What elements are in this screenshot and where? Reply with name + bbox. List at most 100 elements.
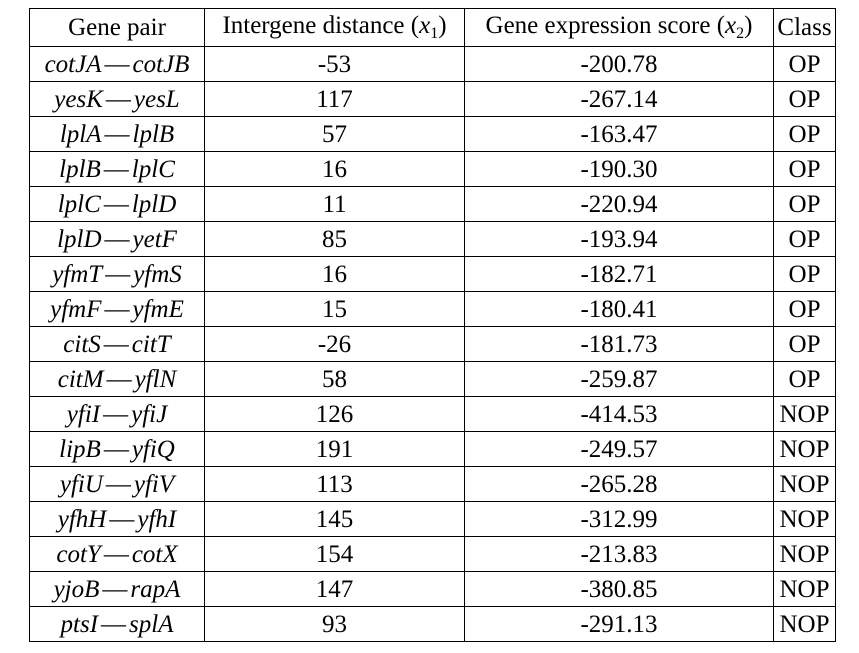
gene-pair-dash: —	[104, 120, 130, 148]
gene-b: yfmE	[132, 295, 184, 323]
header-expression-score: Gene expression score (x2)	[464, 8, 774, 47]
gene-b: cotX	[131, 540, 178, 568]
table-row: yesK — yesL 117 -267.14 OP	[29, 81, 836, 117]
gene-pair-cell: cotJA — cotJB	[29, 46, 205, 82]
gene-pair-dash: —	[104, 295, 130, 323]
gene-pair-dash: —	[102, 575, 128, 603]
gene-b: yetF	[132, 225, 177, 253]
header-intergene-distance: Intergene distance (x1)	[204, 8, 465, 47]
class-cell: NOP	[773, 466, 836, 502]
distance-cell: 126	[204, 396, 465, 432]
expression-score-cell: -414.53	[464, 396, 774, 432]
gene-pair-dash: —	[105, 470, 131, 498]
gene-pair-dash: —	[103, 435, 129, 463]
gene-pair-dash: —	[105, 260, 131, 288]
distance-cell: 15	[204, 291, 465, 327]
gene-a: cotJA	[44, 50, 102, 78]
expression-score-cell: -182.71	[464, 256, 774, 292]
class-cell: NOP	[773, 536, 836, 572]
gene-b: yfiQ	[131, 435, 175, 463]
gene-a: lplD	[57, 225, 102, 253]
gene-pair-dash: —	[103, 330, 129, 358]
class-cell: OP	[773, 46, 836, 82]
expression-score-cell: -259.87	[464, 361, 774, 397]
table-row: yfhH — yfhI 145 -312.99 NOP	[29, 501, 836, 537]
gene-pair-cell: lplA — lplB	[29, 116, 205, 152]
table-body: cotJA — cotJB -53 -200.78 OP yesK — yesL 117 -267.…	[29, 46, 836, 642]
distance-cell: 57	[204, 116, 465, 152]
table-row: lplB — lplC 16 -190.30 OP	[29, 151, 836, 187]
table-row: yfiI — yfiJ 126 -414.53 NOP	[29, 396, 836, 432]
gene-pair-cell: yfhH — yfhI	[29, 501, 205, 537]
gene-pair-dash: —	[101, 610, 127, 638]
gene-pair-cell: yfiI — yfiJ	[29, 396, 205, 432]
table-row: yfiU — yfiV 113 -265.28 NOP	[29, 466, 836, 502]
gene-pair-cell: lplD — yetF	[29, 221, 205, 257]
class-cell: OP	[773, 151, 836, 187]
gene-a: yfiU	[59, 470, 103, 498]
expression-score-cell: -213.83	[464, 536, 774, 572]
header-expression-var: x	[725, 12, 737, 39]
distance-cell: 11	[204, 186, 465, 222]
gene-b: yflN	[134, 365, 177, 393]
expression-score-cell: -181.73	[464, 326, 774, 362]
gene-pair-cell: yfiU — yfiV	[29, 466, 205, 502]
class-cell: OP	[773, 361, 836, 397]
class-cell: OP	[773, 221, 836, 257]
expression-score-cell: -220.94	[464, 186, 774, 222]
gene-pair-dash: —	[103, 190, 129, 218]
distance-cell: 147	[204, 571, 465, 607]
header-row: Gene pair Intergene distance (x1) Gene e…	[29, 8, 836, 47]
gene-a: ptsI	[60, 610, 99, 638]
expression-score-cell: -190.30	[464, 151, 774, 187]
gene-a: lipB	[59, 435, 101, 463]
gene-a: citM	[57, 365, 104, 393]
expression-score-cell: -291.13	[464, 606, 774, 642]
class-cell: NOP	[773, 501, 836, 537]
gene-b: citT	[131, 330, 171, 358]
gene-pair-dash: —	[104, 225, 130, 253]
gene-a: yfiI	[66, 400, 101, 428]
distance-cell: 16	[204, 151, 465, 187]
gene-pair-cell: lplB — lplC	[29, 151, 205, 187]
table-row: cotY — cotX 154 -213.83 NOP	[29, 536, 836, 572]
gene-pair-cell: yfmF — yfmE	[29, 291, 205, 327]
expression-score-cell: -265.28	[464, 466, 774, 502]
class-cell: OP	[773, 326, 836, 362]
expression-score-cell: -380.85	[464, 571, 774, 607]
gene-pair-dash: —	[109, 505, 135, 533]
header-gene-pair: Gene pair	[29, 8, 205, 47]
table-row: lplD — yetF 85 -193.94 OP	[29, 221, 836, 257]
class-cell: NOP	[773, 571, 836, 607]
class-cell: OP	[773, 291, 836, 327]
gene-pair-cell: yesK — yesL	[29, 81, 205, 117]
gene-b: yfiV	[133, 470, 175, 498]
table-row: lplC — lplD 11 -220.94 OP	[29, 186, 836, 222]
gene-a: lplC	[57, 190, 101, 218]
gene-pair-table: Gene pair Intergene distance (x1) Gene e…	[29, 8, 836, 642]
gene-b: yfhI	[137, 505, 177, 533]
distance-cell: 113	[204, 466, 465, 502]
gene-b: rapA	[130, 575, 181, 603]
table-row: ptsI — splA 93 -291.13 NOP	[29, 606, 836, 642]
expression-score-cell: -180.41	[464, 291, 774, 327]
gene-pair-cell: lplC — lplD	[29, 186, 205, 222]
gene-b: lplC	[131, 155, 175, 183]
gene-b: yesL	[133, 85, 180, 113]
gene-pair-dash: —	[103, 400, 129, 428]
expression-score-cell: -267.14	[464, 81, 774, 117]
header-expression-sub: 2	[736, 25, 745, 42]
header-distance-sub: 1	[430, 25, 439, 42]
class-cell: OP	[773, 186, 836, 222]
header-expression-text: Gene expression score (	[485, 12, 726, 39]
table-row: citS — citT -26 -181.73 OP	[29, 326, 836, 362]
table-row: yfmF — yfmE 15 -180.41 OP	[29, 291, 836, 327]
distance-cell: 85	[204, 221, 465, 257]
gene-b: yfiJ	[131, 400, 168, 428]
table-row: lipB — yfiQ 191 -249.57 NOP	[29, 431, 836, 467]
gene-pair-cell: cotY — cotX	[29, 536, 205, 572]
distance-cell: -53	[204, 46, 465, 82]
gene-a: yjoB	[53, 575, 100, 603]
gene-pair-dash: —	[105, 85, 131, 113]
gene-a: lplB	[59, 155, 101, 183]
